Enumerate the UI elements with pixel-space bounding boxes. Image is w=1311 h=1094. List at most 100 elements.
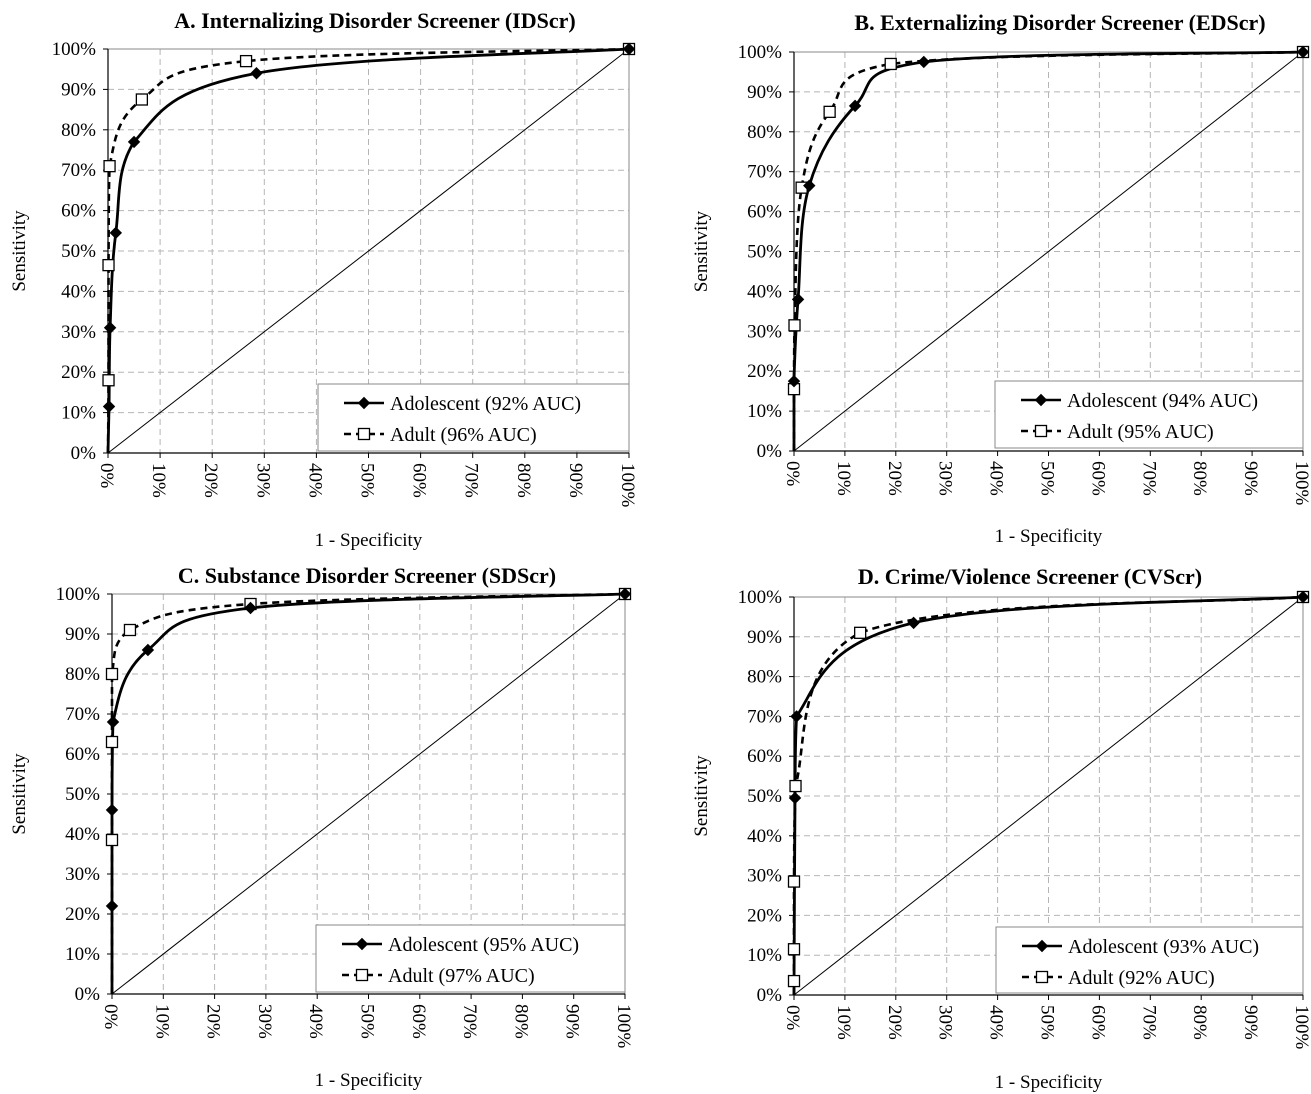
adult-point xyxy=(823,105,836,118)
chance-diagonal-line xyxy=(107,48,630,454)
legend-label: Adolescent (94% AUC) xyxy=(1067,390,1258,412)
legend-diamond-marker xyxy=(1034,393,1048,407)
adult-point xyxy=(105,667,119,681)
y-tick-label: 10% xyxy=(747,401,782,422)
x-axis-title: 1 - Specificity xyxy=(315,1070,423,1091)
legend-label: Adolescent (95% AUC) xyxy=(388,934,579,956)
y-tick-label: 40% xyxy=(61,281,96,302)
x-tick-label: 70% xyxy=(459,1004,480,1039)
y-tick-label: 0% xyxy=(75,984,101,1005)
y-tick-label: 90% xyxy=(65,624,100,645)
legend: Adolescent (94% AUC) Adult (95% AUC) xyxy=(994,380,1304,449)
x-tick-label: 10% xyxy=(148,463,169,498)
adolescent-point xyxy=(787,374,801,388)
adolescent-series-line xyxy=(792,50,1304,451)
y-tick-label: 70% xyxy=(747,706,782,727)
x-tick-label: 70% xyxy=(1138,1005,1159,1040)
y-axis-title: Sensitivity xyxy=(9,753,30,835)
adolescent-point xyxy=(790,710,803,723)
x-tick-label: 90% xyxy=(562,1004,583,1039)
y-tick-label: 60% xyxy=(65,744,100,765)
x-tick-label: 100% xyxy=(617,463,638,508)
legend-label: Adult (97% AUC) xyxy=(388,965,535,987)
roc-panel-2: B. Externalizing Disorder Screener (EDSc… xyxy=(691,10,1311,547)
y-tick-label: 100% xyxy=(738,587,783,608)
x-tick-label: 80% xyxy=(510,1004,531,1039)
y-tick-label: 70% xyxy=(65,704,100,725)
x-tick-label: 100% xyxy=(1291,461,1311,506)
adolescent-point xyxy=(907,616,920,630)
y-tick-label: 20% xyxy=(747,905,782,926)
y-tick-label: 20% xyxy=(65,904,100,925)
adolescent-series-line xyxy=(110,592,626,994)
y-tick-label: 0% xyxy=(757,985,783,1006)
x-tick-label: 30% xyxy=(252,463,273,498)
adolescent-point xyxy=(791,293,805,306)
x-tick-label: 80% xyxy=(513,463,534,498)
x-tick-label: 40% xyxy=(986,1005,1007,1040)
x-tick-label: 50% xyxy=(357,463,378,498)
legend-square-marker xyxy=(1035,970,1049,984)
x-tick-label: 40% xyxy=(986,461,1007,496)
adult-point xyxy=(105,833,119,847)
adult-point xyxy=(788,319,801,332)
chance-diagonal-line xyxy=(111,593,626,995)
y-axis-title: Sensitivity xyxy=(691,755,712,837)
x-tick-label: 100% xyxy=(1291,1005,1311,1050)
x-axis-title: 1 - Specificity xyxy=(995,526,1103,547)
x-tick-label: 60% xyxy=(409,463,430,498)
adolescent-point xyxy=(803,179,816,192)
x-tick-label: 20% xyxy=(884,461,905,496)
adolescent-point xyxy=(109,226,123,240)
legend-diamond-marker xyxy=(355,937,369,951)
adolescent-point xyxy=(1296,45,1310,59)
adult-point xyxy=(102,374,115,387)
chart-title: B. Externalizing Disorder Screener (EDSc… xyxy=(854,10,1265,35)
x-tick-label: 40% xyxy=(305,1004,326,1039)
x-tick-label: 50% xyxy=(1037,461,1058,496)
adolescent-point xyxy=(618,587,632,601)
y-tick-label: 50% xyxy=(747,786,782,807)
y-tick-label: 100% xyxy=(52,39,97,60)
legend-label: Adult (92% AUC) xyxy=(1068,967,1215,989)
y-tick-label: 30% xyxy=(61,322,96,343)
adult-point xyxy=(102,258,115,272)
adolescent-point xyxy=(622,42,636,56)
y-axis-title: Sensitivity xyxy=(691,210,712,292)
x-tick-label: 10% xyxy=(833,461,854,496)
y-tick-label: 40% xyxy=(65,824,100,845)
legend-label: Adolescent (92% AUC) xyxy=(390,393,581,415)
y-tick-label: 10% xyxy=(747,945,782,966)
y-tick-label: 30% xyxy=(747,321,782,342)
y-tick-label: 80% xyxy=(61,120,96,141)
legend: Adolescent (93% AUC) Adult (92% AUC) xyxy=(995,926,1304,994)
x-tick-label: 0% xyxy=(782,1005,803,1031)
x-tick-label: 30% xyxy=(254,1004,275,1039)
adolescent-point xyxy=(250,67,263,80)
adolescent-point xyxy=(848,99,862,113)
x-axis-title: 1 - Specificity xyxy=(315,530,423,551)
adult-series-line xyxy=(110,592,626,994)
adult-point xyxy=(854,626,867,639)
x-tick-label: 90% xyxy=(1240,461,1261,496)
adult-point xyxy=(787,974,801,988)
chance-diagonal-line xyxy=(793,596,1304,996)
y-tick-label: 80% xyxy=(747,122,782,143)
chance-diagonal-line xyxy=(793,51,1304,452)
y-tick-label: 60% xyxy=(61,201,96,222)
y-tick-label: 100% xyxy=(738,42,783,63)
roc-panel-3: C. Substance Disorder Screener (SDScr) 0%… xyxy=(9,563,634,1091)
adolescent-point xyxy=(106,715,120,729)
y-tick-label: 40% xyxy=(747,281,782,302)
x-tick-label: 50% xyxy=(357,1004,378,1039)
x-tick-label: 100% xyxy=(613,1004,634,1049)
legend-diamond-marker xyxy=(357,396,371,410)
x-tick-label: 0% xyxy=(100,1004,121,1030)
y-tick-label: 80% xyxy=(65,664,100,685)
y-tick-label: 50% xyxy=(747,242,782,263)
x-tick-label: 30% xyxy=(935,1005,956,1040)
adolescent-point xyxy=(105,803,119,817)
x-tick-label: 70% xyxy=(461,463,482,498)
chart-title: C. Substance Disorder Screener (SDScr) xyxy=(178,563,556,588)
x-tick-label: 80% xyxy=(1189,1005,1210,1040)
